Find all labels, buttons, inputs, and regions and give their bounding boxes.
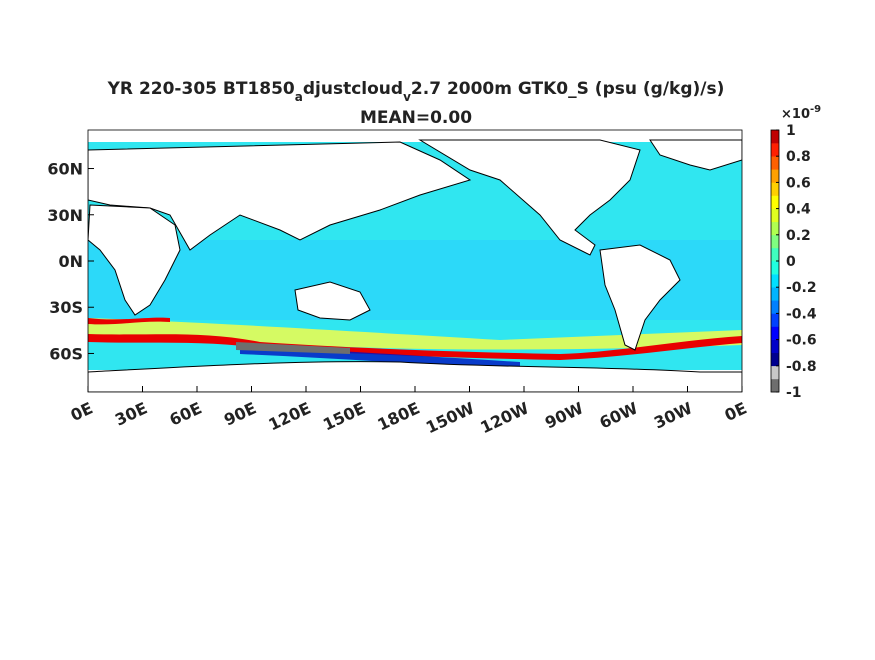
colorbar-tick-label: 0.2 (786, 228, 811, 244)
x-tick-label: 150W (423, 398, 478, 437)
title-subscript: v (403, 90, 411, 104)
colorbar-cell (771, 234, 779, 249)
x-tick-label: 0E (722, 398, 750, 425)
colorbar-cell (771, 378, 779, 393)
colorbar-cell (771, 274, 779, 288)
colorbar-tick-label: -0.6 (786, 333, 817, 349)
x-tick-label: 90W (542, 398, 587, 432)
multiplier-exponent: -9 (810, 104, 821, 115)
title-part: YR 220-305 BT1850 (107, 79, 295, 99)
colorbar-cell (771, 352, 779, 367)
x-tick-label: 120W (477, 398, 532, 437)
colorbar-cell (771, 300, 779, 314)
colorbar-cell (771, 247, 779, 262)
colorbar-cell (771, 339, 779, 353)
colorbar-cell (771, 182, 779, 196)
x-tick-label: 0E (68, 398, 96, 425)
title-part: djustcloud (303, 79, 403, 99)
map-subtitle: MEAN=0.00 (360, 108, 472, 128)
colorbar: 1 0.8 0.6 0.4 0.2 0 -0.2 -0.4 -0.6 -0.8 -1 (770, 123, 817, 401)
colorbar-tick-label: 0 (786, 254, 796, 270)
map-title: YR 220-305 BT1850adjustcloudv2.7 2000m G… (107, 79, 725, 104)
colorbar-cell (771, 261, 779, 275)
colorbar-tick-label: -0.4 (786, 306, 817, 322)
x-tick-label: 120E (265, 398, 313, 434)
colorbar-tick-label: 0.4 (786, 202, 811, 218)
x-tick-label: 60W (596, 398, 641, 432)
y-tick-label: 30S (49, 298, 83, 317)
x-tick-label: 150E (320, 398, 368, 434)
colorbar-tick-label: -0.8 (786, 359, 817, 375)
band (236, 342, 350, 354)
colorbar-tick-label: -1 (786, 385, 802, 401)
multiplier-base: ×10 (781, 107, 810, 122)
colorbar-cell (771, 208, 779, 222)
x-tick-label: 90E (221, 398, 259, 429)
band (88, 334, 742, 360)
band (88, 317, 170, 325)
y-tick-label: 60N (47, 160, 83, 179)
x-tick-label: 30E (112, 398, 150, 429)
colorbar-cell (771, 326, 779, 340)
colorbar-cell (771, 365, 779, 380)
x-tick-label: 30W (651, 398, 696, 432)
colorbar-cell (771, 287, 779, 301)
colorbar-cell (771, 156, 779, 170)
colorbar-tick-label: 0.6 (786, 175, 811, 191)
colorbar-tick-label: -0.2 (786, 280, 817, 296)
colorbar-cell (771, 130, 779, 144)
colorbar-cell (771, 195, 779, 209)
colorbar-multiplier: ×10-9 (781, 104, 821, 122)
y-tick-label: 0N (58, 252, 83, 271)
x-tick-label: 60E (167, 398, 205, 429)
colorbar-tick-label: 1 (786, 123, 796, 139)
map-field (88, 130, 742, 392)
colorbar-tick-label: 0.8 (786, 149, 811, 165)
colorbar-cell (771, 221, 779, 236)
continents (88, 139, 742, 392)
colorbar-cell (771, 169, 779, 183)
title-part: 2.7 2000m GTK0_S (psu (g/kg)/s) (411, 79, 724, 99)
y-tick-label: 60S (49, 344, 83, 363)
y-tick-label: 30N (47, 206, 83, 225)
title-subscript: a (295, 90, 303, 104)
colorbar-cell (771, 313, 779, 327)
colorbar-cell (771, 143, 779, 157)
x-tick-label: 180E (374, 398, 422, 434)
